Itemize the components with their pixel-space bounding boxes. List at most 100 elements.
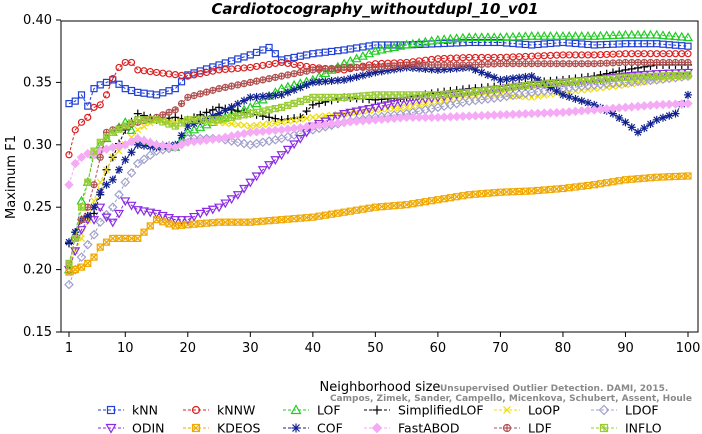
data-point: [572, 61, 578, 67]
data-point: [310, 114, 316, 120]
data-point: [366, 92, 372, 98]
data-point: [491, 61, 497, 67]
data-point: [229, 58, 235, 64]
data-point: [391, 63, 397, 69]
data-point: [104, 92, 110, 98]
data-point: [179, 101, 185, 107]
data-point: [66, 101, 72, 107]
data-point: [166, 88, 172, 94]
data-point: [97, 82, 103, 88]
data-point: [365, 70, 373, 78]
data-point: [541, 61, 547, 67]
legend-item-fastabod: FastABOD: [364, 421, 460, 434]
legend-item-loop: LoOP: [494, 403, 560, 418]
data-point: [266, 218, 272, 224]
data-point: [84, 241, 92, 249]
data-point: [616, 75, 622, 81]
x-tick-label: 100: [676, 341, 701, 356]
data-point: [116, 64, 122, 70]
data-point: [185, 94, 191, 100]
data-point: [104, 239, 110, 245]
data-point: [216, 86, 222, 92]
data-point: [279, 104, 285, 110]
data-point: [535, 61, 541, 67]
data-point: [410, 62, 416, 68]
legend-label: LOF: [317, 403, 341, 418]
data-point: [260, 108, 266, 114]
data-point: [191, 93, 197, 99]
data-point: [335, 65, 341, 71]
data-point: [329, 65, 335, 71]
data-point: [97, 179, 103, 185]
legend-item-inflo: INFLO: [591, 421, 662, 434]
data-point: [135, 235, 141, 241]
data-point: [79, 204, 85, 210]
data-point: [516, 61, 522, 67]
legend-label: kNN: [132, 403, 158, 418]
data-point: [285, 102, 291, 108]
data-point: [204, 117, 210, 123]
data-point: [172, 107, 178, 113]
x-tick-label: 30: [242, 341, 259, 356]
data-point: [385, 92, 391, 98]
data-point: [279, 73, 285, 79]
data-point: [135, 127, 141, 133]
data-point: [597, 76, 603, 82]
data-point: [340, 76, 348, 84]
data-point: [578, 97, 586, 105]
data-point: [553, 87, 561, 95]
data-point: [641, 59, 647, 65]
series-fastabod: [65, 100, 692, 189]
data-point: [147, 223, 153, 229]
data-point: [647, 59, 653, 65]
data-point: [347, 94, 353, 100]
data-point: [85, 103, 91, 109]
credit-line-1: Unsupervised Outlier Detection. DAMI, 20…: [440, 384, 668, 394]
data-point: [615, 114, 623, 122]
data-point: [115, 166, 123, 174]
series-kdeos: [66, 173, 691, 275]
legend-label: FastABOD: [398, 421, 460, 434]
data-point: [621, 118, 629, 126]
legend-item-odin: ODIN: [98, 421, 165, 434]
data-point: [604, 76, 610, 82]
data-point: [591, 61, 597, 67]
credit-line-2: Campos, Zimek, Sander, Campello, Micenko…: [330, 394, 692, 404]
data-point: [591, 77, 597, 83]
legend-item-knnw: kNNW: [183, 403, 255, 418]
data-point: [372, 64, 378, 70]
data-point: [685, 59, 691, 65]
legend-label: kNNW: [217, 403, 255, 418]
data-point: [635, 59, 641, 65]
series-line: [69, 176, 688, 272]
data-point: [554, 186, 560, 192]
data-point: [435, 62, 441, 68]
legend-item-cof: COF: [283, 421, 343, 434]
data-point: [654, 59, 660, 65]
data-point: [659, 114, 667, 122]
data-point: [297, 98, 303, 104]
data-point: [529, 61, 535, 67]
data-point: [85, 114, 91, 120]
data-point: [572, 78, 578, 84]
y-axis: 0.150.200.250.300.350.40: [23, 13, 61, 340]
data-point: [672, 59, 678, 65]
data-point: [679, 59, 685, 65]
data-point: [178, 131, 186, 139]
data-point: [304, 96, 310, 102]
data-point: [141, 229, 147, 235]
data-point: [429, 92, 435, 98]
data-point: [466, 62, 472, 68]
data-point: [522, 61, 528, 67]
data-point: [216, 219, 222, 225]
data-point: [454, 194, 460, 200]
legend-item-ldf: LDF: [494, 421, 552, 434]
data-point: [529, 94, 535, 100]
data-point: [204, 89, 210, 95]
x-axis-label: Neighborhood size: [320, 380, 441, 395]
legend-item-lof: LOF: [283, 403, 341, 418]
data-point: [366, 64, 372, 70]
x-tick-label: 1: [65, 341, 73, 356]
data-point: [634, 128, 642, 136]
data-point: [604, 60, 610, 66]
